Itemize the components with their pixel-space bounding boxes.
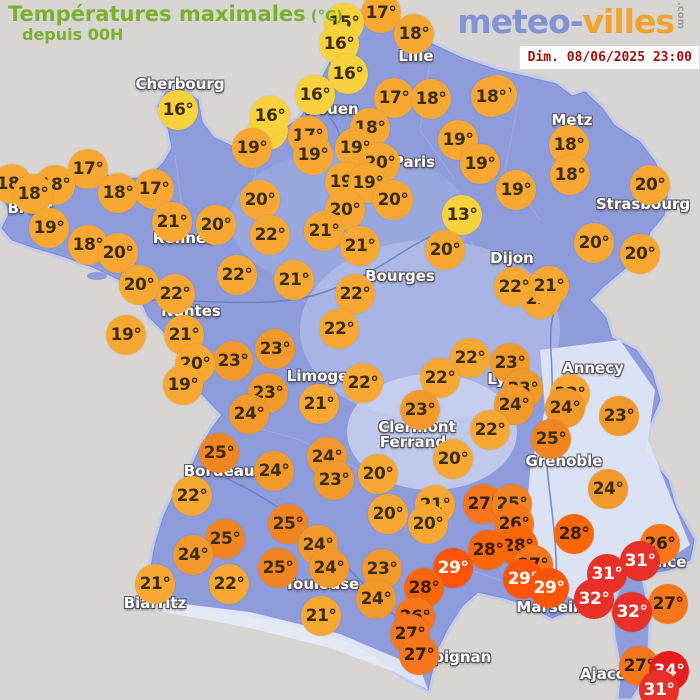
temperature-bubble: 20° [408,504,448,544]
temperature-bubble: 25° [199,433,239,473]
temperature-bubble: 23° [490,343,530,383]
temperature-bubble: 19° [460,144,500,184]
temperature-bubble: 18° [13,174,53,214]
temperature-bubble: 20° [325,190,365,230]
temperature-bubble: 20° [240,180,280,220]
temperature-bubble: 19° [106,315,146,355]
page-subtitle: depuis 00H [22,25,124,45]
temperature-bubble: 22° [335,274,375,314]
temperature-bubble: 27° [399,635,439,675]
temperature-bubble: 16° [250,96,290,136]
temperature-bubble: 18° [394,14,434,54]
logo-tld: .com [675,2,686,30]
temperature-bubble: 22° [209,564,249,604]
temperature-bubble: 19° [29,208,69,248]
temperature-bubble: 24° [356,579,396,619]
city-label: Cherbourg [135,75,225,93]
temperature-bubble: 20° [433,439,473,479]
temperature-bubble: 20° [425,230,465,270]
city-label: Grenoble [525,452,603,470]
temperature-bubble: 20° [574,223,614,263]
temperature-bubble: 27° [648,584,688,624]
temperature-bubble: 20° [358,454,398,494]
city-label: Dijon [490,249,534,267]
temperature-bubble: 24° [173,535,213,575]
city-label: Metz [551,111,593,129]
temperature-bubble: 20° [119,265,159,305]
meteo-villes-logo[interactable]: meteo-villes.com [457,2,686,41]
temperature-bubble: 13° [442,195,482,235]
temperature-bubble: 22° [343,363,383,403]
temperature-bubble: 20° [630,165,670,205]
temperature-bubble: 29° [529,568,569,608]
temperature-bubble: 23° [400,390,440,430]
temperature-bubble: 18° [98,173,138,213]
title-block: Températures maximales (°C) depuis 00H [8,2,343,45]
temperature-bubble: 24° [588,469,628,509]
temperature-bubble: 19° [163,365,203,405]
temperature-bubble: 23° [255,329,295,369]
temperature-bubble: 22° [172,476,212,516]
temperature-bubble: 32° [574,579,614,619]
city-label: Bourges [365,267,435,285]
temperature-bubble: 20° [196,205,236,245]
temperature-bubble: 18° [471,77,511,117]
temperature-bubble: 21° [135,564,175,604]
temperature-bubble: 24° [254,451,294,491]
temperature-bubble: 22° [250,215,290,255]
logo-part-meteo: meteo- [457,2,583,41]
temperature-bubble: 23° [599,396,639,436]
temperature-bubble: 16° [158,90,198,130]
logo-part-villes: villes [582,2,675,41]
temperature-bubble: 20° [368,494,408,534]
temperature-bubble: 20° [373,180,413,220]
temperature-bubble: 31° [639,670,679,700]
temperature-bubble: 21° [152,202,192,242]
temperature-bubble: 18° [550,155,590,195]
datetime-stamp: Dim. 08/06/2025 23:00 [518,45,700,70]
temperature-bubble: 24° [309,548,349,588]
temperature-bubble: 21° [274,260,314,300]
terrain-pyrenees-light [152,600,428,690]
page-title-unit: (°C) [310,7,343,25]
temperature-bubble: 31° [620,541,660,581]
temperature-bubble: 21° [301,596,341,636]
temperature-bubble: 19° [293,135,333,175]
temperature-bubble: 21° [340,226,380,266]
city-label: Ferrand [379,433,447,451]
temperature-bubble: 22° [470,410,510,450]
temperature-bubble: 21° [304,211,344,251]
city-label: Annecy [562,359,624,377]
temperature-bubble: 22° [155,274,195,314]
temperature-bubble: 16° [328,54,368,94]
temperature-bubble: 17° [134,169,174,209]
temperature-bubble: 28° [468,530,508,570]
temperature-bubble: 18° [411,79,451,119]
temperature-bubble: 16° [295,75,335,115]
temperature-bubble: 20° [620,234,660,274]
city-label: Limoges [286,367,358,385]
temperature-bubble: 32° [612,592,652,632]
temperature-bubble: 19° [232,128,272,168]
temperature-bubble: 21° [299,384,339,424]
temperature-bubble: 21° [529,266,569,306]
temperature-bubble: 23° [213,341,253,381]
temperature-bubble: 28° [554,514,594,554]
page-title: Températures maximales [8,2,306,26]
temperature-bubble: 23° [314,460,354,500]
temperature-bubble: 25° [531,419,571,459]
temperature-bubble: 24° [229,394,269,434]
temperature-bubble: 22° [319,309,359,349]
small-island [87,272,107,280]
temperature-bubble: 19° [496,170,536,210]
temperature-bubble: 25° [258,548,298,588]
city-label: Paris [392,153,436,171]
temperature-bubble: 22° [494,267,534,307]
temperature-bubble: 22° [217,255,257,295]
